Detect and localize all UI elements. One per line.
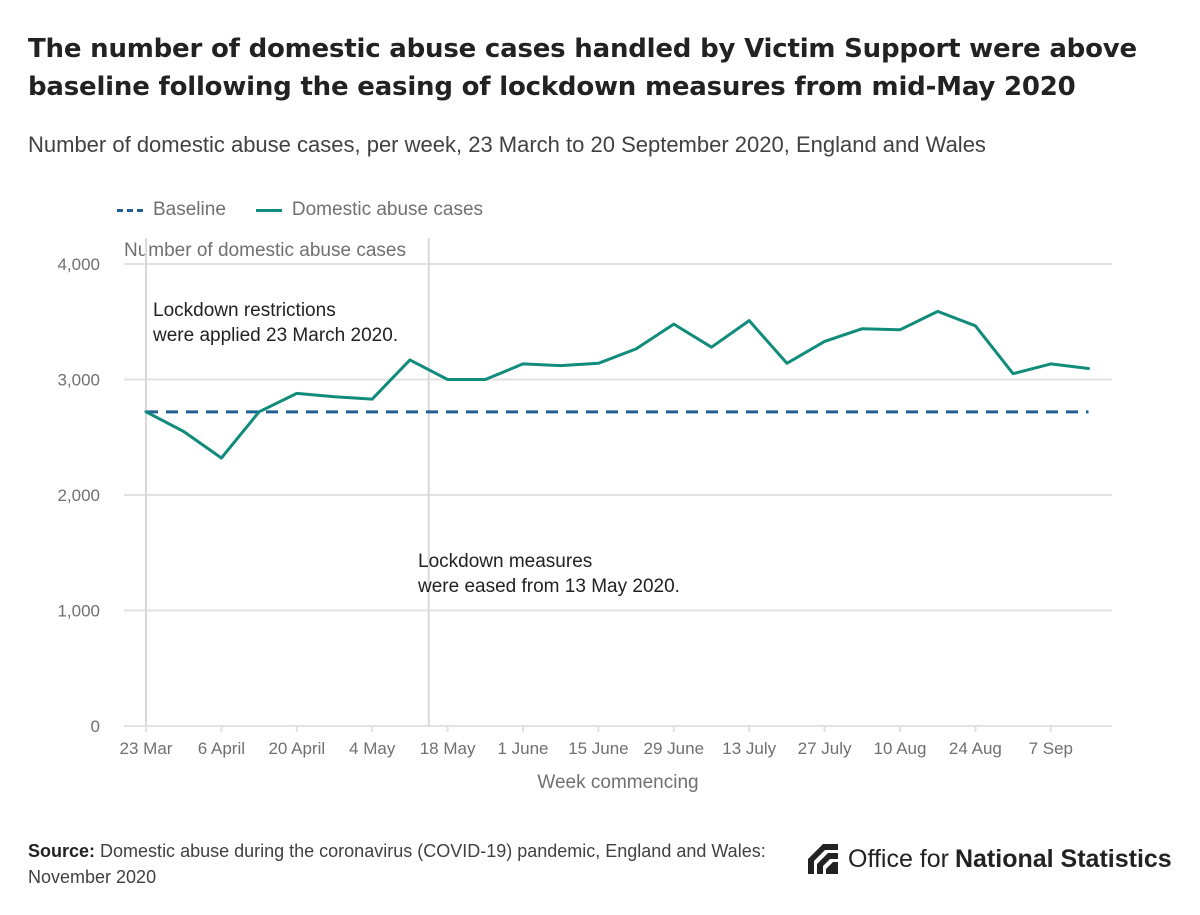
- legend-swatch-cases: [255, 208, 282, 212]
- y-tick-label: 4,000: [57, 255, 100, 274]
- x-tick-label: 13 July: [722, 739, 776, 758]
- x-axis-title: Week commencing: [537, 772, 698, 793]
- y-tick-label: 3,000: [57, 371, 100, 390]
- ons-logo-icon: [808, 844, 838, 874]
- cases-series-line: [144, 309, 1090, 460]
- x-tick-label: 18 May: [420, 739, 476, 758]
- logo-text-regular: Office for: [848, 844, 949, 873]
- x-tick-label: 7 Sep: [1029, 739, 1073, 758]
- legend-swatch-baseline: [117, 208, 143, 212]
- x-tick-label: 10 Aug: [874, 739, 927, 758]
- source-text: Domestic abuse during the coronavirus (C…: [28, 841, 766, 887]
- y-tick-label: 1,000: [57, 602, 100, 621]
- annotation-text: were applied 23 March 2020.: [152, 325, 398, 346]
- x-tick-label: 29 June: [644, 739, 705, 758]
- chart-title: The number of domestic abuse cases handl…: [28, 34, 1137, 102]
- y-tick-label: 0: [91, 717, 100, 736]
- x-tick-label: 20 April: [268, 739, 325, 758]
- x-tick-label: 15 June: [568, 739, 629, 758]
- chart-subtitle: Number of domestic abuse cases, per week…: [28, 132, 986, 157]
- annotation-text: Lockdown measures: [418, 551, 592, 572]
- legend-label-baseline: Baseline: [153, 199, 226, 220]
- legend-item-cases[interactable]: Domestic abuse cases: [255, 199, 484, 221]
- y-axis-title: Number of domestic abuse cases: [124, 240, 406, 261]
- source-label: Source:: [28, 841, 96, 861]
- annotation-text: Lockdown restrictions: [153, 300, 336, 321]
- x-tick-label: 27 July: [798, 739, 852, 758]
- source-note: Source: Domestic abuse during the corona…: [28, 838, 808, 890]
- x-tick-label: 1 June: [497, 739, 548, 758]
- legend-item-baseline[interactable]: Baseline: [117, 199, 226, 221]
- legend: Baseline Domestic abuse cases: [117, 199, 513, 221]
- y-tick-label: 2,000: [57, 486, 100, 505]
- line-chart: Number of domestic abuse cases 0 1,000 2,00…: [57, 238, 1112, 793]
- legend-label-cases: Domestic abuse cases: [291, 199, 484, 220]
- x-tick-label: 6 April: [198, 739, 245, 758]
- logo-text-bold: National Statistics: [954, 844, 1172, 873]
- ons-logo[interactable]: Office for National Statistics: [806, 842, 1172, 876]
- x-tick-label: 23 Mar: [120, 739, 173, 758]
- annotation-text: were eased from 13 May 2020.: [417, 576, 680, 597]
- x-tick-label: 4 May: [349, 739, 396, 758]
- x-tick-label: 24 Aug: [949, 739, 1002, 758]
